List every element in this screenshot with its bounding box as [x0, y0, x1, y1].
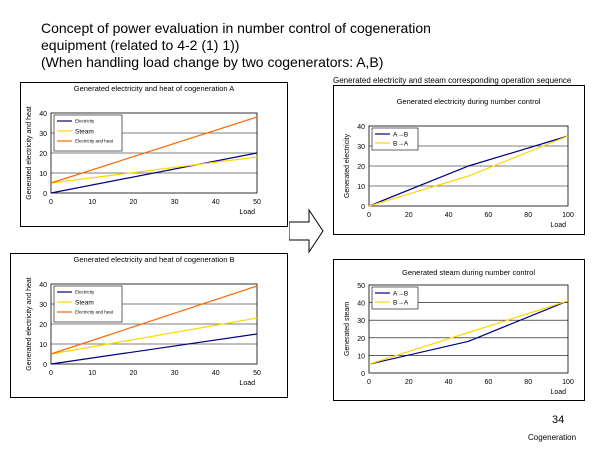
y-tick-label: 40: [39, 111, 47, 118]
y-tick-label: 40: [39, 282, 47, 289]
y-tick-label: 10: [357, 184, 365, 191]
y-axis-label: Generated steam: [344, 302, 351, 356]
legend-label: Steam: [75, 129, 94, 136]
y-tick-label: 30: [39, 302, 47, 309]
y-tick-label: 10: [39, 342, 47, 349]
x-tick-label: 40: [212, 199, 220, 206]
x-axis-label: Load: [239, 209, 255, 216]
x-tick-label: 20: [130, 370, 138, 377]
x-tick-label: 10: [88, 199, 96, 206]
y-tick-label: 30: [357, 144, 365, 151]
series-line: [50, 152, 258, 194]
right-section-heading: Generated electricity and steam correspo…: [333, 76, 572, 85]
x-tick-label: 20: [130, 199, 138, 206]
x-tick-label: 20: [405, 212, 413, 219]
chart-panel-electricity-number-control: Generated electricity during number cont…: [333, 85, 585, 235]
legend-label: Steam: [75, 300, 94, 307]
y-tick-label: 0: [361, 204, 365, 211]
y-tick-label: 40: [357, 124, 365, 131]
legend-label: A→B: [393, 291, 408, 298]
y-tick-label: 20: [357, 164, 365, 171]
chart-title: Generated electricity during number cont…: [397, 97, 541, 106]
x-tick-label: 60: [485, 379, 493, 386]
slide-title: Concept of power evaluation in number co…: [41, 20, 431, 71]
series-line: [50, 317, 258, 355]
chart-svg: Generated steam during number control 0 10…: [344, 268, 574, 396]
title-line-3: (When handling load change by two cogene…: [41, 54, 384, 70]
legend-label: Electricity: [75, 290, 95, 295]
title-line-1: Concept of power evaluation in number co…: [41, 20, 431, 36]
chart-title: Generated electricity and heat of cogene…: [74, 84, 235, 93]
chart-panel-steam-number-control: Generated steam during number control 0 10…: [333, 259, 585, 401]
x-tick-label: 0: [49, 199, 53, 206]
y-tick-label: 30: [39, 131, 47, 138]
series-line: [50, 333, 258, 365]
footer-label: Cogeneration: [528, 433, 577, 442]
legend-label: Electricity: [75, 119, 95, 124]
x-tick-label: 0: [367, 379, 371, 386]
legend-label: B→A: [393, 141, 409, 148]
series-line: [50, 285, 258, 355]
y-tick-label: 10: [39, 171, 47, 178]
y-tick-label: 40: [357, 301, 365, 308]
y-axis-label: Generated electricity: [344, 133, 351, 198]
series-line: [50, 116, 258, 184]
x-tick-label: 80: [524, 379, 532, 386]
chart-svg: Generated electricity during number cont…: [344, 97, 574, 229]
y-tick-label: 20: [39, 322, 47, 329]
x-tick-label: 40: [445, 379, 453, 386]
x-tick-label: 100: [562, 379, 574, 386]
y-axis-label: Generated electricity and heat: [26, 277, 33, 370]
x-tick-label: 0: [367, 212, 371, 219]
x-axis-label: Load: [550, 222, 566, 229]
right-arrow-icon: [289, 208, 324, 254]
series-line: [368, 135, 569, 207]
x-tick-label: 30: [171, 199, 179, 206]
chart-title: Generated electricity and heat of cogene…: [74, 255, 235, 264]
series-line: [368, 135, 569, 207]
chart-svg: Generated electricity and heat of cogene…: [26, 255, 261, 387]
y-tick-label: 0: [361, 371, 365, 378]
series-line: [368, 300, 569, 365]
legend-label: A→B: [393, 132, 408, 139]
y-tick-label: 20: [39, 151, 47, 158]
chart-svg: Generated electricity and heat of cogene…: [26, 84, 261, 216]
x-tick-label: 20: [405, 379, 413, 386]
legend-label: Electricity and heat: [75, 139, 114, 144]
series-line: [368, 300, 569, 365]
legend-box: [53, 114, 123, 152]
y-tick-label: 0: [43, 191, 47, 198]
chart-panel-b: Generated electricity and heat of cogene…: [10, 253, 288, 398]
x-tick-label: 50: [253, 370, 261, 377]
legend-label: B→A: [393, 300, 409, 307]
title-line-2: equipment (related to 4-2 (1) 1)): [41, 37, 240, 53]
y-axis-label: Generated electricity and heat: [26, 106, 33, 199]
y-tick-label: 30: [357, 318, 365, 325]
x-tick-label: 60: [485, 212, 493, 219]
x-tick-label: 10: [88, 370, 96, 377]
y-tick-label: 50: [357, 283, 365, 290]
x-tick-label: 0: [49, 370, 53, 377]
x-tick-label: 50: [253, 199, 261, 206]
chart-panel-a: Generated electricity and heat of cogene…: [20, 82, 288, 227]
x-axis-label: Load: [550, 389, 566, 396]
series-line: [50, 156, 258, 184]
x-axis-label: Load: [239, 380, 255, 387]
legend-label: Electricity and heat: [75, 310, 114, 315]
y-tick-label: 10: [357, 353, 365, 360]
y-tick-label: 20: [357, 336, 365, 343]
x-tick-label: 100: [562, 212, 574, 219]
page-number: 34: [552, 414, 565, 426]
x-tick-label: 30: [171, 370, 179, 377]
x-tick-label: 80: [524, 212, 532, 219]
y-tick-label: 0: [43, 362, 47, 369]
x-tick-label: 40: [445, 212, 453, 219]
chart-title: Generated steam during number control: [402, 268, 535, 277]
x-tick-label: 40: [212, 370, 220, 377]
